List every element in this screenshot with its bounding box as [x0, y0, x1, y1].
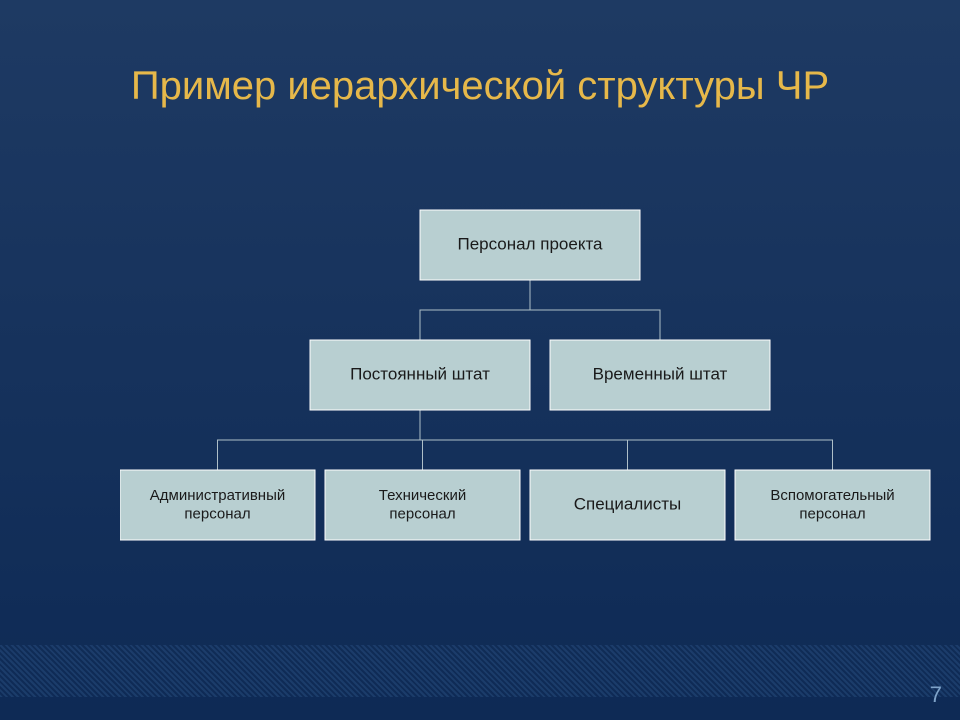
org-node-label: Административный — [150, 487, 286, 504]
org-node-label: Технический — [379, 487, 466, 504]
connector — [218, 410, 421, 470]
connector — [420, 280, 530, 340]
org-node-label: Специалисты — [574, 495, 682, 514]
connector — [530, 280, 660, 340]
org-node-label: Временный штат — [593, 365, 728, 384]
org-node-label: персонал — [799, 506, 865, 523]
org-node-tech: Технический персонал — [325, 470, 520, 540]
slide-title: Пример иерархической структуры ЧР — [0, 64, 960, 109]
connector — [420, 410, 833, 470]
org-node-label: персонал — [389, 506, 455, 523]
org-node-spec: Специалисты — [530, 470, 725, 540]
footer-band — [0, 645, 960, 697]
org-chart: Персонал проекта Постоянный штат Временный… — [120, 180, 940, 580]
org-node-root: Персонал проекта — [420, 210, 640, 280]
org-node-label: Постоянный штат — [350, 365, 490, 384]
org-node-temp: Временный штат — [550, 340, 770, 410]
slide: Пример иерархической структуры ЧР Персон… — [0, 0, 960, 720]
org-node-label: Вспомогательный — [770, 487, 894, 504]
org-node-label: персонал — [184, 506, 250, 523]
org-node-admin: Административный персонал — [120, 470, 315, 540]
org-node-label: Персонал проекта — [457, 235, 603, 254]
page-number: 7 — [930, 682, 942, 708]
org-node-perm: Постоянный штат — [310, 340, 530, 410]
org-node-aux: Вспомогательный персонал — [735, 470, 930, 540]
